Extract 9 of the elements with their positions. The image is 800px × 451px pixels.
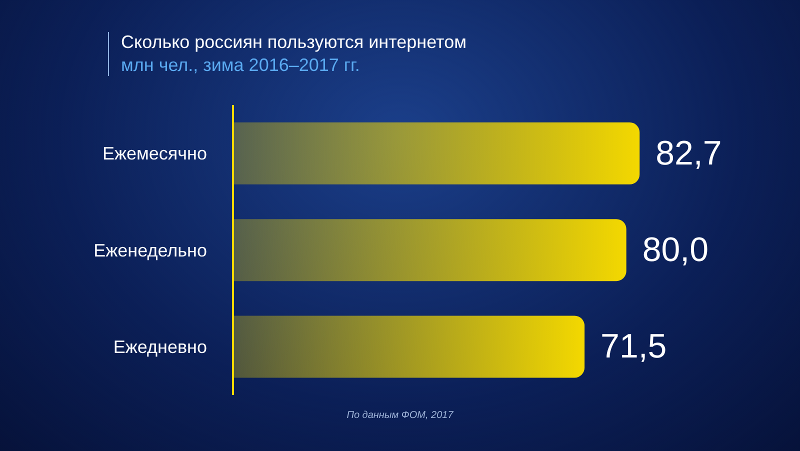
data-label: 71,5 [600,328,667,366]
text: По данным ФОМ, 2017 [346,410,454,421]
data-label: 80,0 [642,231,709,270]
y-tick-label: Еженедельно [94,240,207,260]
y-tick-label: Ежемесячно [102,144,207,164]
chart-title: Сколько россиян пользуются интернетом [121,32,466,53]
data-label: 82,7 [656,134,722,172]
y-tick-label: Ежедневно [113,337,207,358]
chart-subtitle: млн чел., зима 2016–2017 гг. [121,55,361,76]
